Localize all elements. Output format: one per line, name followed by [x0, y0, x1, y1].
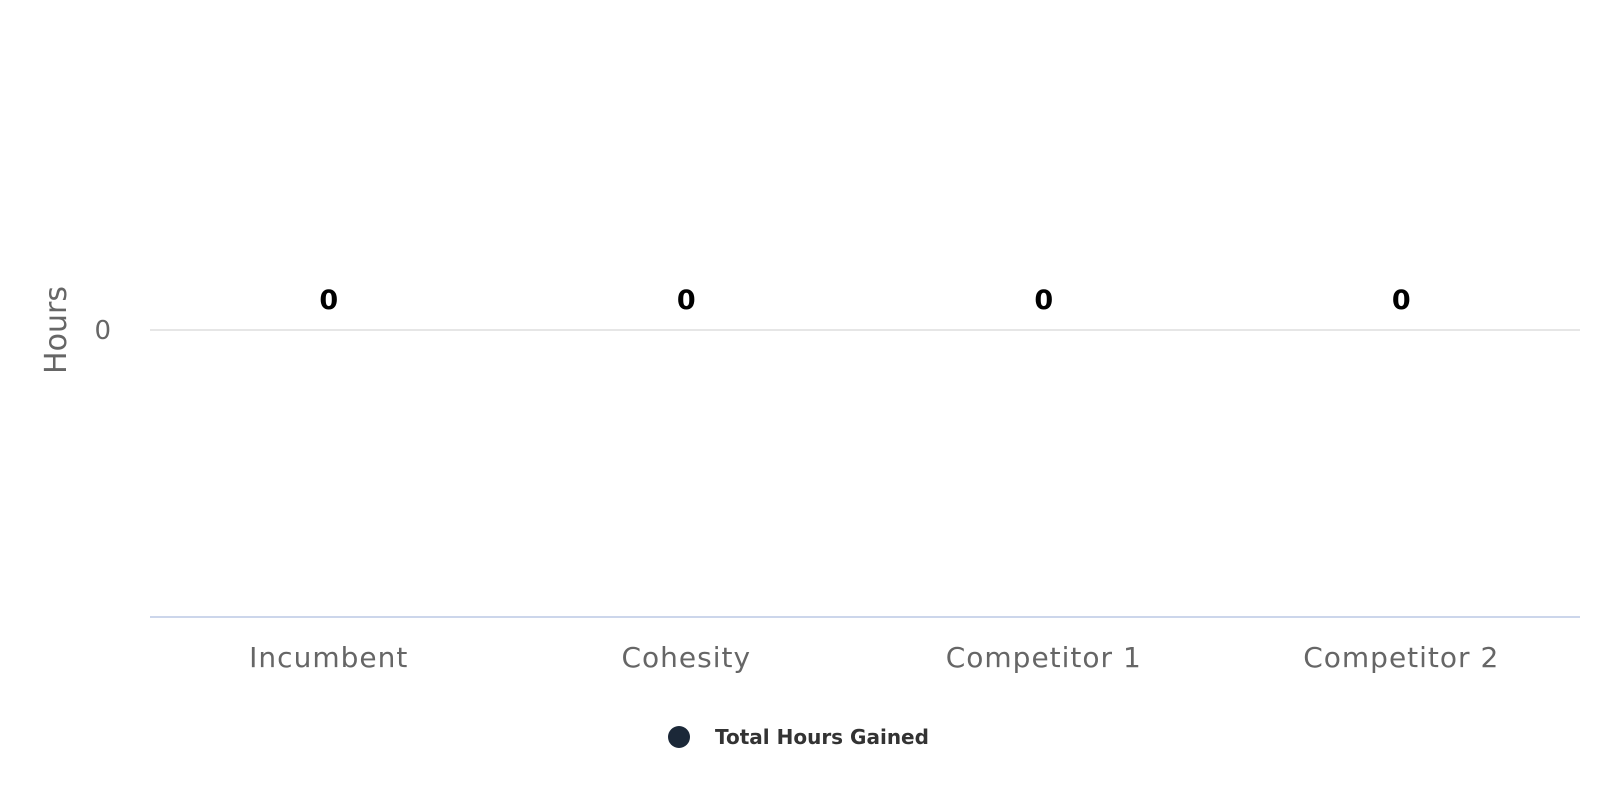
data-label: 0 — [319, 285, 338, 316]
data-label: 0 — [1392, 285, 1411, 316]
x-axis-label: Incumbent — [249, 641, 408, 674]
data-label: 0 — [677, 285, 696, 316]
y-tick-label: 0 — [94, 316, 111, 346]
data-labels-layer: 0 0 0 0 — [319, 285, 1410, 316]
plot-area — [150, 329, 1580, 618]
legend-series-marker — [668, 726, 690, 748]
x-axis-label: Competitor 2 — [1303, 641, 1499, 674]
y-axis-title: Hours — [39, 286, 74, 374]
legend[interactable]: Total Hours Gained — [668, 725, 929, 749]
x-axis-labels: Incumbent Cohesity Competitor 1 Competitor … — [249, 641, 1499, 674]
x-axis-label: Cohesity — [621, 641, 751, 674]
data-label: 0 — [1034, 285, 1053, 316]
legend-series-label[interactable]: Total Hours Gained — [715, 725, 929, 749]
x-axis-label: Competitor 1 — [946, 641, 1142, 674]
